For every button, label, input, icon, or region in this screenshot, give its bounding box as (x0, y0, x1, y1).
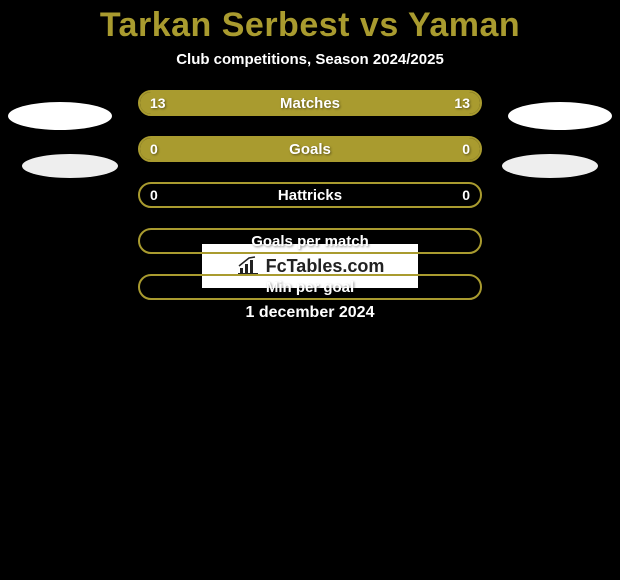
bar-label: Matches (140, 92, 480, 114)
comparison-bars: Matches1313Goals00Hattricks00Goals per m… (138, 90, 482, 300)
player-right-marker-bottom (502, 154, 598, 178)
player-left-marker-bottom (22, 154, 118, 178)
bar-value-left: 0 (150, 138, 158, 160)
page-title: Tarkan Serbest vs Yaman (0, 6, 620, 45)
page-root: Tarkan Serbest vs Yaman Club competition… (0, 0, 620, 580)
page-subtitle: Club competitions, Season 2024/2025 (0, 51, 620, 68)
player-left-marker-top (8, 102, 112, 130)
bar-label: Hattricks (140, 184, 480, 206)
player-right-marker-top (508, 102, 612, 130)
bar-value-right: 0 (462, 184, 470, 206)
comparison-row: Goals0 0 (138, 136, 482, 162)
bar-label: Goals (140, 138, 480, 160)
footer-date: 1 december 2024 (0, 304, 620, 322)
bar-value-left: 13 (150, 92, 166, 114)
comparison-row: Min per goal (138, 274, 482, 300)
comparison-row: Goals per match (138, 228, 482, 254)
comparison-row: Matches13 13 (138, 90, 482, 116)
bar-label: Min per goal (140, 276, 480, 298)
comparison-chart: Matches1313Goals00Hattricks00Goals per m… (0, 104, 620, 224)
comparison-row: Hattricks0 0 (138, 182, 482, 208)
bar-value-left: 0 (150, 184, 158, 206)
bar-value-right: 0 (462, 138, 470, 160)
bar-value-right: 13 (454, 92, 470, 114)
bar-label: Goals per match (140, 230, 480, 252)
